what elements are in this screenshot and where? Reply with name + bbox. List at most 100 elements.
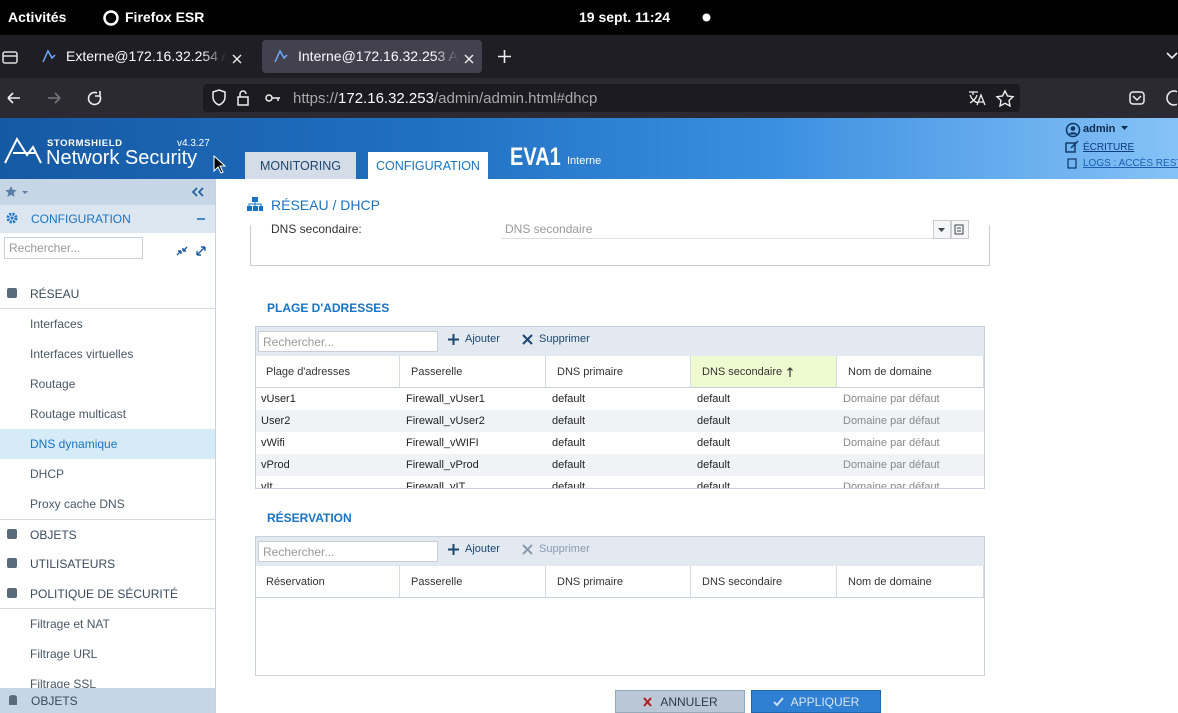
favorites-icons[interactable] (5, 185, 211, 199)
column-header[interactable]: Plage d'adresses (256, 356, 400, 388)
nav-group[interactable]: OBJETS (0, 519, 215, 549)
sidebar-footer[interactable]: OBJETS (0, 688, 215, 713)
grid-row[interactable]: vUser1 Firewall_vUser1 default default Domai… (256, 388, 984, 410)
toolbar-icons[interactable] (967, 89, 1177, 107)
grid-row[interactable]: vWifi Firewall_vWIFI default default Domaine… (256, 432, 984, 454)
logs-link[interactable]: LOGS : ACCÈS RESTR (1083, 158, 1178, 169)
nav-item[interactable]: Filtrage et NAT (0, 609, 215, 639)
tab-close[interactable] (232, 51, 242, 64)
grid-cell: default (697, 393, 731, 405)
group-icon (7, 558, 17, 568)
grid-cell: Firewall_vWIFI (406, 437, 479, 449)
grid-cell: default (552, 481, 586, 489)
column-header[interactable]: DNS primaire (546, 566, 691, 598)
tab-icon (274, 49, 288, 63)
nav-item-label: Interfaces (30, 317, 83, 331)
column-header[interactable]: Nom de domaine (837, 356, 984, 388)
footer-label: OBJETS (31, 693, 78, 708)
nav-group-label: RÉSEAU (30, 286, 80, 301)
collapse-expand[interactable] (175, 245, 209, 257)
nav-group-icon (6, 528, 20, 541)
column-header[interactable]: Nom de domaine (837, 566, 984, 598)
grid-row[interactable]: vIt Firewall_vIT default default Domaine par… (256, 476, 984, 489)
column-label: Réservation (266, 575, 325, 588)
grid-cell: Domaine par défaut (843, 437, 940, 449)
nav-item[interactable]: Routage (0, 369, 215, 399)
grid-cell: default (697, 437, 731, 449)
grid-search[interactable]: Rechercher... (258, 331, 438, 352)
config-section[interactable]: CONFIGURATION (0, 205, 215, 233)
nav-group-label: UTILISATEURS (30, 557, 116, 571)
column-label: DNS primaire (557, 575, 624, 588)
nav-item-label: Filtrage SSL (30, 677, 97, 688)
column-header[interactable]: Passerelle (400, 356, 546, 388)
grid-cell: Firewall_vIT (406, 481, 466, 489)
header-tab-label: MONITORING (259, 158, 342, 173)
nav-item[interactable]: Proxy cache DNS (0, 489, 215, 519)
grid-row[interactable]: vProd Firewall_vProd default default Domaine… (256, 454, 984, 476)
activities[interactable]: Activités (8, 9, 67, 25)
clock[interactable]: 19 sept. 11:24 (579, 9, 671, 25)
nav-item[interactable]: Filtrage SSL (0, 669, 215, 688)
action-label: Ajouter (465, 543, 500, 555)
nav-item[interactable]: Interfaces (0, 309, 215, 339)
column-header[interactable]: Passerelle (400, 566, 546, 598)
grid-cell: default (697, 481, 731, 489)
url-bar[interactable] (203, 84, 1020, 112)
column-header[interactable]: DNS primaire (546, 356, 691, 388)
nav-item[interactable]: Interfaces virtuelles (0, 339, 215, 369)
tab-favicon (274, 49, 288, 63)
nav-item[interactable]: Filtrage URL (0, 639, 215, 669)
tab-manager[interactable] (2, 49, 18, 65)
select-buttons[interactable] (933, 220, 969, 239)
nav-group[interactable]: POLITIQUE DE SÉCURITÉ (0, 579, 215, 609)
grid-cell: vWifi (261, 437, 285, 449)
nav-group[interactable]: UTILISATEURS (0, 549, 215, 579)
url-icons (212, 89, 280, 106)
tab-list[interactable] (1166, 51, 1178, 61)
favorites-bar (0, 179, 215, 205)
apply-icon (773, 696, 784, 706)
grid-cell: vProd (261, 459, 290, 471)
grid-cell: default (552, 459, 586, 471)
browser-tab[interactable]: Externe@172.16.32.254 A (30, 40, 250, 73)
nav-item-label: Proxy cache DNS (30, 497, 125, 511)
grid-action[interactable]: Ajouter (448, 333, 500, 345)
grid-cell: default (697, 459, 731, 471)
grid-cell: default (697, 415, 731, 427)
header-tab[interactable]: MONITORING (245, 152, 356, 179)
cancel-button[interactable]: ANNULER (615, 690, 745, 713)
url-host: 172.16.32.253 (338, 90, 434, 107)
tab-close[interactable] (464, 51, 474, 64)
nav-item-label: Filtrage URL (30, 647, 98, 661)
grid-cell: Domaine par défaut (843, 415, 940, 427)
grid-action[interactable]: Supprimer (522, 333, 590, 345)
product: Network Security (46, 147, 198, 169)
write-link[interactable]: ÉCRITURE (1083, 142, 1135, 153)
user-menu[interactable]: admin (1083, 123, 1131, 135)
column-header[interactable]: DNS secondaire (691, 566, 837, 598)
column-header[interactable]: Réservation (256, 566, 400, 598)
nav-group[interactable]: RÉSEAU (0, 279, 215, 309)
dns-secondary-select[interactable]: DNS secondaire (501, 220, 951, 239)
grid-search[interactable]: Rechercher... (258, 541, 438, 562)
nav-item[interactable]: Routage multicast (0, 399, 215, 429)
nav-item[interactable]: DNS dynamique (0, 429, 215, 459)
app-name: Firefox ESR (125, 9, 205, 25)
new-tab[interactable] (497, 49, 512, 64)
column-header[interactable]: DNS secondaire (691, 356, 837, 388)
apply-button[interactable]: APPLIQUER (751, 690, 881, 713)
device-role: Interne (567, 155, 602, 167)
header-tab[interactable]: CONFIGURATION (368, 152, 488, 179)
browser-tab[interactable]: Interne@172.16.32.253 Ac (262, 40, 482, 73)
url: https://172.16.32.253/admin/admin.html#d… (293, 90, 597, 107)
nav-item[interactable]: DHCP (0, 459, 215, 489)
grid-cell: Domaine par défaut (843, 459, 940, 471)
grid-action[interactable]: Ajouter (448, 543, 500, 555)
nav-buttons[interactable] (6, 90, 106, 106)
grid-row[interactable]: User2 Firewall_vUser2 default default Domain… (256, 410, 984, 432)
sidebar-search[interactable]: Rechercher... (4, 237, 143, 259)
url-path: /admin/admin.html#dhcp (433, 90, 598, 107)
column-label: Passerelle (411, 365, 463, 378)
